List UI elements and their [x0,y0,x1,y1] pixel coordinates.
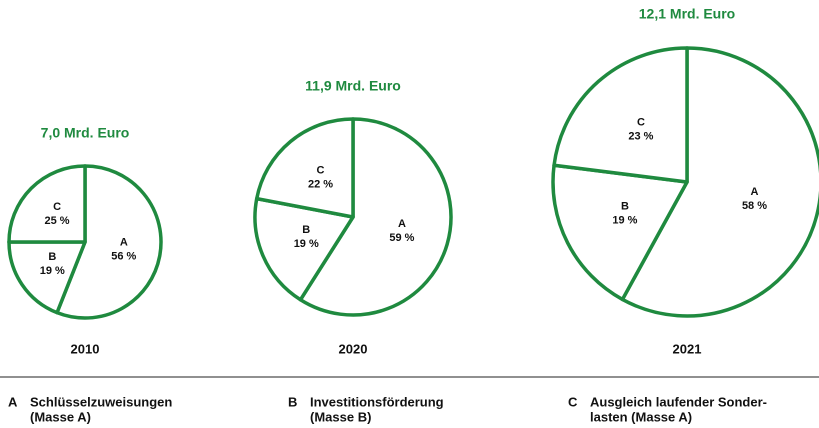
pie-slice [253,196,355,302]
slice-value: 19 % [612,215,637,227]
pie-slice [552,46,689,184]
pie-title: 7,0 Mrd. Euro [41,125,130,141]
legend-text: (Masse B) [310,409,371,424]
legend-key: B [288,394,297,409]
slice-value: 25 % [45,215,70,227]
slice-category: B [48,251,56,263]
slice-value: 19 % [40,265,65,277]
slice-category: A [751,186,759,198]
slice-category: C [53,201,61,213]
slice-category: C [317,165,325,177]
slice-category: A [120,236,128,248]
pie-title: 11,9 Mrd. Euro [305,78,401,94]
pie-label: 2020 [339,341,368,356]
slice-value: 23 % [628,131,653,143]
legend-key: C [568,394,578,409]
legend-key: A [8,394,18,409]
slice-category: C [637,117,645,129]
slice-value: 58 % [742,200,767,212]
slice-category: B [302,224,310,236]
pie-slice [551,163,689,302]
pie-slice [298,117,453,317]
legend-text: lasten (Masse A) [590,409,692,424]
pie-slice [7,240,87,315]
legend-text: (Masse A) [30,409,91,424]
legend-text: Schlüsselzuweisungen [30,394,172,409]
pie-label: 2010 [71,341,100,356]
slice-value: 56 % [111,250,136,262]
pie-label: 2021 [673,341,702,356]
legend-text: Ausgleich laufender Sonder- [590,394,767,409]
slice-value: 59 % [389,232,414,244]
slice-value: 19 % [294,238,319,250]
legend-text: Investitionsförderung [310,394,444,409]
slice-category: A [398,218,406,230]
pie-slice [55,164,163,320]
pie-slice [7,164,87,244]
pie-title: 12,1 Mrd. Euro [639,6,735,22]
slice-value: 22 % [308,179,333,191]
pie-slice [620,46,819,318]
slice-category: B [621,201,629,213]
pie-slice [254,117,355,219]
